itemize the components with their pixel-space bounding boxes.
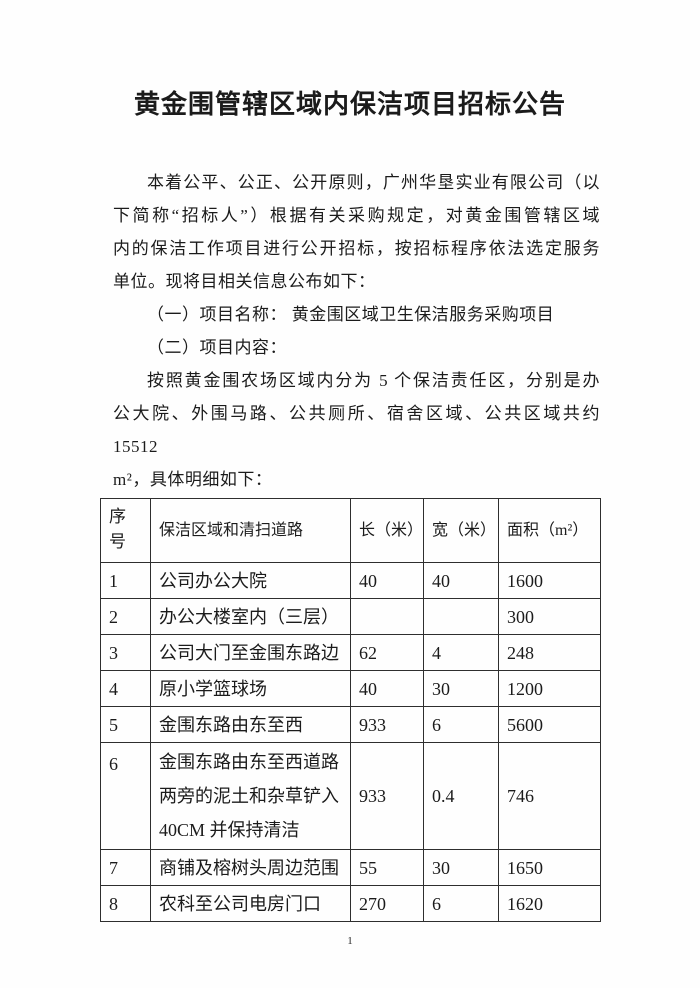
detail-line: 按照黄金围农场区域内分为 5 个保洁责任区，分别是办 <box>147 371 600 390</box>
cell-length: 55 <box>350 849 424 886</box>
cell-area-size: 1600 <box>498 562 601 599</box>
cell-seq-no: 4 <box>100 670 151 707</box>
cell-area-name: 原小学篮球场 <box>150 670 351 707</box>
detail-line: m²，具体明细如下： <box>113 470 273 489</box>
cell-area-name: 公司大门至金围东路边 <box>150 634 351 671</box>
cell-length: 270 <box>350 885 424 922</box>
cell-length: 933 <box>350 706 424 743</box>
cell-area-name: 办公大楼室内（三层） <box>150 598 351 635</box>
cleaning-areas-table: 序号 保洁区域和清扫道路 长（米） 宽（米） 面积（m²） 1 公司办公大院 4… <box>100 498 601 922</box>
table-row: 3 公司大门至金围东路边 62 4 248 <box>100 634 601 671</box>
header-length: 长（米） <box>350 498 424 563</box>
cell-area-name: 公司办公大院 <box>150 562 351 599</box>
cell-area-size: 5600 <box>498 706 601 743</box>
project-name-line: （一）项目名称： 黄金围区域卫生保洁服务采购项目 <box>147 305 555 324</box>
cell-area-name: 商铺及榕树头周边范围 <box>150 849 351 886</box>
cell-seq-no: 5 <box>100 706 151 743</box>
table-row: 7 商铺及榕树头周边范围 55 30 1650 <box>100 849 601 886</box>
cell-area-size: 248 <box>498 634 601 671</box>
table-row: 5 金围东路由东至西 933 6 5600 <box>100 706 601 743</box>
table-header-row: 序号 保洁区域和清扫道路 长（米） 宽（米） 面积（m²） <box>100 498 601 563</box>
cell-seq-no: 3 <box>100 634 151 671</box>
detail-line: 公大院、外围马路、公共厕所、宿舍区域、公共区域共约 15512 <box>113 404 600 456</box>
cleaning-areas-table-wrap: 序号 保洁区域和清扫道路 长（米） 宽（米） 面积（m²） 1 公司办公大院 4… <box>100 498 601 922</box>
table-row: 6 金围东路由东至西道路两旁的泥土和杂草铲入 40CM 并保持清洁 933 0.… <box>100 742 601 850</box>
intro-line: 内的保洁工作项目进行公开招标，按招标程序依法选定服务 <box>113 239 600 258</box>
cell-area-name: 农科至公司电房门口 <box>150 885 351 922</box>
cell-area-size: 1650 <box>498 849 601 886</box>
intro-text: 本着公平、公正、公开原则，广州华垦实业有限公司（以 下简称“招标人”）根据有关采… <box>113 166 600 496</box>
header-seq-no: 序号 <box>100 498 151 563</box>
cell-length: 40 <box>350 562 424 599</box>
document-title: 黄金围管辖区域内保洁项目招标公告 <box>133 90 566 119</box>
cell-seq-no: 8 <box>100 885 151 922</box>
cell-width: 6 <box>423 706 499 743</box>
cell-length: 933 <box>350 742 424 850</box>
intro-line: 单位。现将目相关信息公布如下： <box>113 272 376 291</box>
cell-width <box>423 598 499 635</box>
cell-width: 30 <box>423 849 499 886</box>
cell-area-size: 1620 <box>498 885 601 922</box>
cell-length: 62 <box>350 634 424 671</box>
table-row: 4 原小学篮球场 40 30 1200 <box>100 670 601 707</box>
table-row: 1 公司办公大院 40 40 1600 <box>100 562 601 599</box>
header-width: 宽（米） <box>423 498 499 563</box>
cell-area-size: 300 <box>498 598 601 635</box>
project-content-line: （二）项目内容： <box>147 338 287 357</box>
header-area-name: 保洁区域和清扫道路 <box>150 498 351 563</box>
page-number: 1 <box>347 935 353 947</box>
cell-width: 40 <box>423 562 499 599</box>
cell-length: 40 <box>350 670 424 707</box>
cell-length <box>350 598 424 635</box>
intro-line: 本着公平、公正、公开原则，广州华垦实业有限公司（以 <box>147 173 600 192</box>
cell-width: 0.4 <box>423 742 499 850</box>
cell-seq-no: 6 <box>100 742 151 850</box>
header-area-size: 面积（m²） <box>498 498 601 563</box>
cell-seq-no: 7 <box>100 849 151 886</box>
cell-seq-no: 2 <box>100 598 151 635</box>
cell-area-name: 金围东路由东至西 <box>150 706 351 743</box>
cell-area-size: 746 <box>498 742 601 850</box>
cell-width: 6 <box>423 885 499 922</box>
cell-area-name: 金围东路由东至西道路两旁的泥土和杂草铲入 40CM 并保持清洁 <box>150 742 351 850</box>
cell-width: 4 <box>423 634 499 671</box>
intro-line: 下简称“招标人”）根据有关采购规定，对黄金围管辖区域 <box>113 206 600 225</box>
cell-area-size: 1200 <box>498 670 601 707</box>
cell-width: 30 <box>423 670 499 707</box>
table-row: 8 农科至公司电房门口 270 6 1620 <box>100 885 601 922</box>
cell-seq-no: 1 <box>100 562 151 599</box>
table-row: 2 办公大楼室内（三层） 300 <box>100 598 601 635</box>
